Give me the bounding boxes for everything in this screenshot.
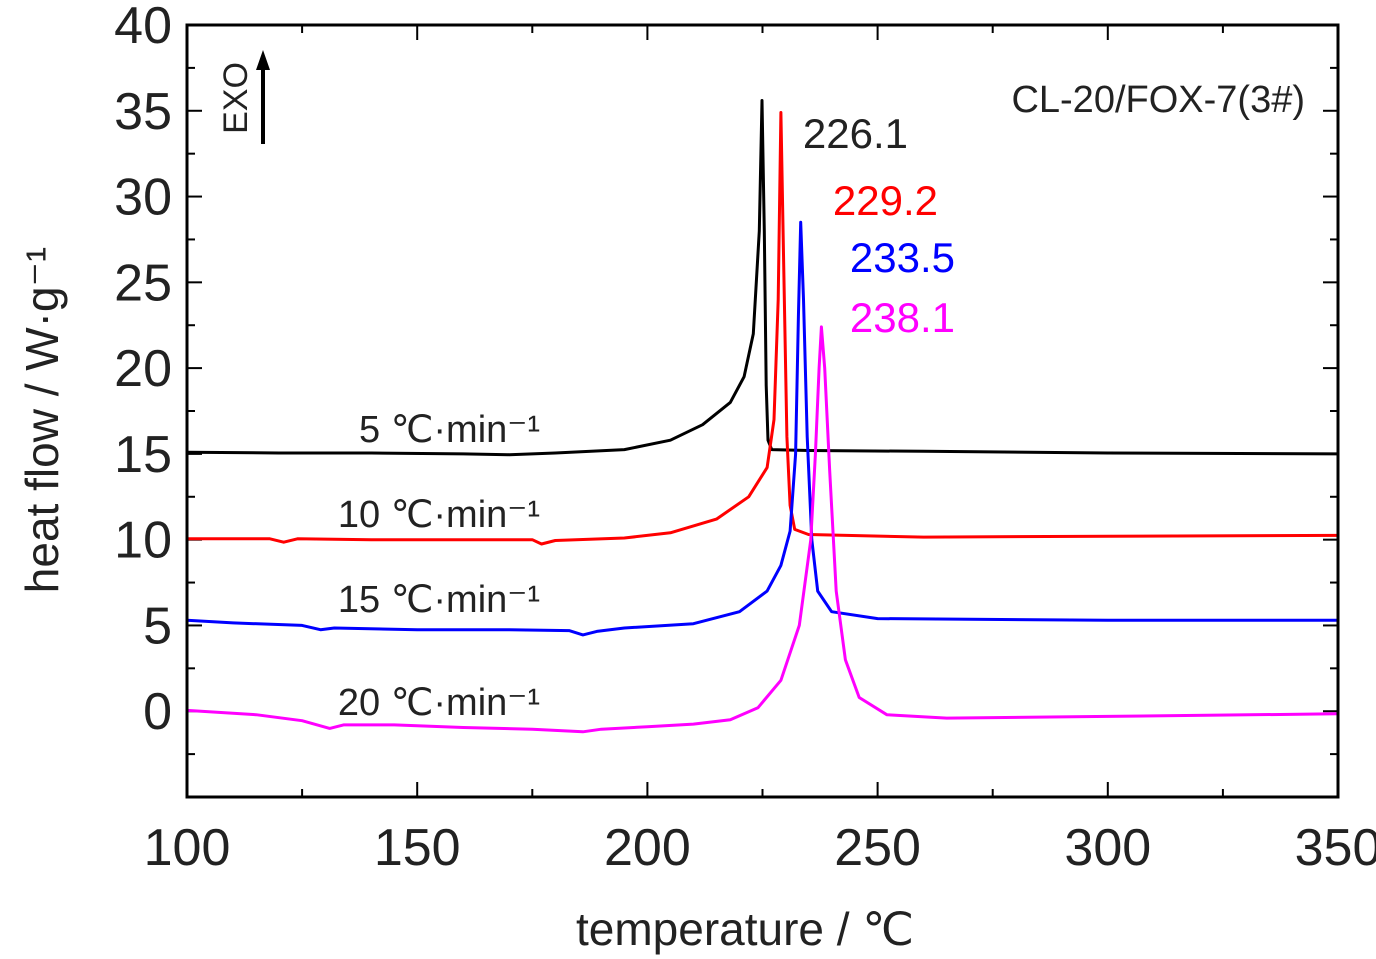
y-tick-label: 0 [143, 683, 172, 741]
x-tick-label: 100 [144, 819, 231, 877]
sample-label: CL-20/FOX-7(3#) [1011, 79, 1305, 121]
series-line [186, 220, 1338, 637]
exo-label: EXO [217, 62, 255, 134]
series-line [186, 325, 1339, 734]
y-tick-label: 10 [114, 512, 172, 570]
peak-temperature-label: 238.1 [850, 294, 955, 341]
label-layer: 5 ℃·min⁻¹ 226.1 10 ℃·min⁻¹ 229.2 15 ℃·min⁻¹ 2… [338, 110, 955, 724]
x-tick-label: 350 [1295, 819, 1376, 877]
y-axis-title: heat flow / W·g⁻¹ [16, 247, 68, 593]
tick-layer: 100 150 200 250 300 350 0 5 10 15 20 25 30 35 40 [114, 0, 1376, 877]
series-line [186, 99, 1339, 457]
y-tick-label: 20 [114, 340, 172, 398]
x-tick-label: 250 [834, 819, 921, 877]
series-line [187, 111, 1339, 546]
peak-temperature-label: 226.1 [803, 110, 908, 157]
heating-rate-label: 15 ℃·min⁻¹ [338, 579, 540, 621]
x-tick-label: 150 [374, 819, 461, 877]
heating-rate-label: 20 ℃·min⁻¹ [338, 682, 540, 724]
x-axis-title: temperature / ℃ [576, 903, 914, 955]
y-tick-label: 30 [114, 169, 172, 227]
y-tick-label: 25 [114, 254, 172, 312]
y-tick-label: 40 [114, 0, 172, 55]
peak-temperature-label: 233.5 [850, 234, 955, 281]
heating-rate-label: 5 ℃·min⁻¹ [359, 409, 540, 451]
y-tick-label: 35 [114, 83, 172, 141]
exo-arrow-icon [256, 50, 270, 144]
y-tick-label: 15 [114, 426, 172, 484]
plot-frame [185, 23, 1340, 799]
series-layer [186, 99, 1339, 734]
y-tick-label: 5 [143, 597, 172, 655]
x-tick-label: 200 [604, 819, 691, 877]
peak-temperature-label: 229.2 [833, 177, 938, 224]
x-tick-label: 300 [1064, 819, 1151, 877]
heating-rate-label: 10 ℃·min⁻¹ [338, 494, 540, 536]
